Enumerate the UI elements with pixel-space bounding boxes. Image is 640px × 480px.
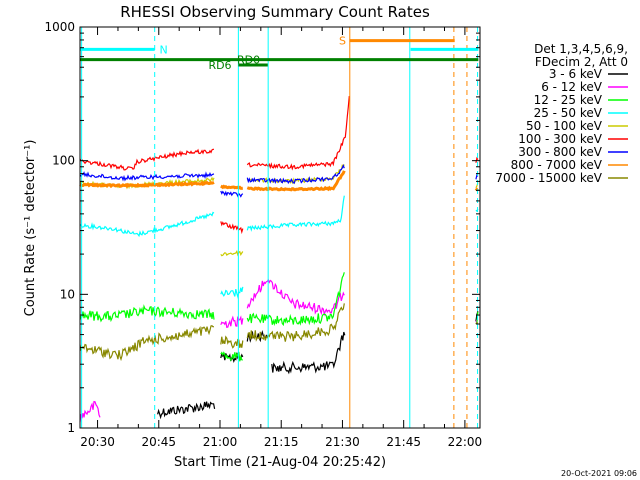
x-axis: 20:30 20:45 21:00 21:15 21:30 21:45 22:00 [80, 27, 482, 449]
annotation-layer: N S RD0 RD6 [80, 27, 479, 428]
series-segment [79, 400, 101, 423]
series-layer [79, 96, 479, 423]
state-label: N [160, 43, 168, 56]
legend-label: 50 - 100 keV [526, 119, 603, 133]
x-tick-label: 21:15 [264, 435, 299, 449]
legend-label: 100 - 300 keV [518, 132, 602, 146]
state-label: S [339, 35, 346, 48]
legend-label: 25 - 50 keV [534, 106, 603, 120]
series-segment [220, 184, 243, 190]
x-tick-label: 20:45 [141, 435, 176, 449]
series-segment [246, 96, 350, 171]
series-segment [246, 164, 345, 185]
legend-label: 6 - 12 keV [541, 80, 603, 94]
series-segment [157, 401, 216, 420]
series-segment [246, 272, 345, 327]
legend-header-1: Det 1,3,4,5,6,9, [534, 42, 628, 56]
series-segment [220, 335, 244, 349]
state-label: RD0 [237, 54, 260, 67]
x-tick-label: 21:45 [386, 435, 421, 449]
series-segment [220, 190, 244, 198]
state-label: RD6 [208, 59, 231, 72]
series-25-50-kev [79, 195, 479, 299]
timestamp: 20-Oct-2021 09:06 [561, 469, 637, 478]
series-segment [246, 303, 345, 342]
x-tick-label: 21:30 [325, 435, 360, 449]
x-axis-label: Start Time (21-Aug-04 20:25:42) [174, 455, 386, 470]
y-tick-label: 10 [60, 287, 75, 301]
x-tick-label: 22:00 [448, 435, 483, 449]
y-axis: 1 10 100 1000 [44, 20, 480, 435]
series-segment [79, 325, 215, 362]
series-6-12-kev [79, 278, 479, 423]
y-axis-label: Count Rate (s⁻¹ detector⁻¹) [23, 140, 38, 317]
series-segment [79, 180, 215, 189]
legend: Det 1,3,4,5,6,9, FDecim 2, Att 0 3 - 6 k… [495, 42, 628, 185]
legend-label: 12 - 25 keV [534, 93, 603, 107]
plot-frame [79, 26, 481, 429]
y-tick-label: 1 [67, 421, 75, 435]
series-segment [220, 249, 244, 257]
y-tick-label: 1000 [44, 20, 75, 34]
x-tick-label: 21:00 [203, 435, 238, 449]
series-segment [246, 278, 345, 317]
legend-header-2: FDecim 2, Att 0 [535, 55, 628, 69]
series-100-300-kev [79, 96, 479, 235]
series-segment [79, 211, 215, 238]
series-segment [220, 221, 244, 235]
series-segment [79, 148, 214, 171]
series-segment [220, 351, 243, 362]
y-tick-label: 100 [52, 154, 75, 168]
series-segment [271, 331, 346, 375]
x-tick-label: 20:30 [80, 435, 115, 449]
series-800-7000-kev [79, 170, 479, 192]
legend-label: 800 - 7000 keV [511, 158, 603, 172]
series-segment [220, 286, 244, 299]
series-7000-15000-kev [79, 303, 479, 362]
legend-label: 3 - 6 keV [549, 67, 603, 81]
legend-label: 7000 - 15000 keV [495, 171, 602, 185]
chart-title: RHESSI Observing Summary Count Rates [120, 3, 430, 21]
series-segment [220, 315, 244, 329]
legend-label: 300 - 800 keV [518, 145, 602, 159]
series-segment [246, 195, 345, 232]
series-segment [246, 170, 346, 192]
series-segment [79, 304, 215, 323]
series-segment [475, 156, 479, 163]
series-segment [79, 171, 215, 182]
